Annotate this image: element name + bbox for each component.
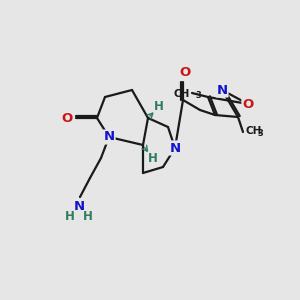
Text: N: N [216, 83, 228, 97]
Text: 3: 3 [195, 92, 201, 100]
Text: N: N [103, 130, 115, 143]
Text: H: H [154, 100, 164, 112]
Text: O: O [179, 67, 191, 80]
Text: CH: CH [174, 89, 190, 99]
Text: N: N [169, 142, 181, 154]
Text: O: O [242, 98, 253, 110]
Text: CH: CH [245, 126, 261, 136]
Text: O: O [61, 112, 73, 124]
Text: H: H [83, 209, 93, 223]
Text: H: H [148, 152, 158, 166]
Text: H: H [65, 209, 75, 223]
Text: N: N [74, 200, 85, 214]
Text: 3: 3 [257, 128, 263, 137]
